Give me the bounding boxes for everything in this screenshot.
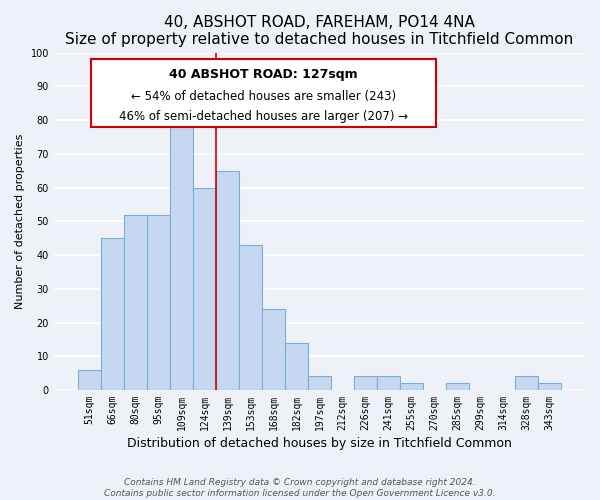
Y-axis label: Number of detached properties: Number of detached properties bbox=[15, 134, 25, 309]
Bar bbox=[285, 342, 308, 390]
Bar bbox=[216, 171, 239, 390]
Title: 40, ABSHOT ROAD, FAREHAM, PO14 4NA
Size of property relative to detached houses : 40, ABSHOT ROAD, FAREHAM, PO14 4NA Size … bbox=[65, 15, 574, 48]
FancyBboxPatch shape bbox=[91, 60, 436, 127]
Bar bbox=[101, 238, 124, 390]
Text: Contains HM Land Registry data © Crown copyright and database right 2024.
Contai: Contains HM Land Registry data © Crown c… bbox=[104, 478, 496, 498]
Bar bbox=[400, 383, 423, 390]
X-axis label: Distribution of detached houses by size in Titchfield Common: Distribution of detached houses by size … bbox=[127, 437, 512, 450]
Bar bbox=[446, 383, 469, 390]
Bar bbox=[147, 214, 170, 390]
Bar bbox=[308, 376, 331, 390]
Bar bbox=[124, 214, 147, 390]
Bar bbox=[170, 120, 193, 390]
Bar bbox=[193, 188, 216, 390]
Text: 46% of semi-detached houses are larger (207) →: 46% of semi-detached houses are larger (… bbox=[119, 110, 408, 124]
Bar bbox=[78, 370, 101, 390]
Bar bbox=[239, 245, 262, 390]
Bar bbox=[538, 383, 561, 390]
Bar bbox=[354, 376, 377, 390]
Bar bbox=[377, 376, 400, 390]
Text: ← 54% of detached houses are smaller (243): ← 54% of detached houses are smaller (24… bbox=[131, 90, 396, 103]
Text: 40 ABSHOT ROAD: 127sqm: 40 ABSHOT ROAD: 127sqm bbox=[169, 68, 358, 81]
Bar bbox=[515, 376, 538, 390]
Bar bbox=[262, 309, 285, 390]
